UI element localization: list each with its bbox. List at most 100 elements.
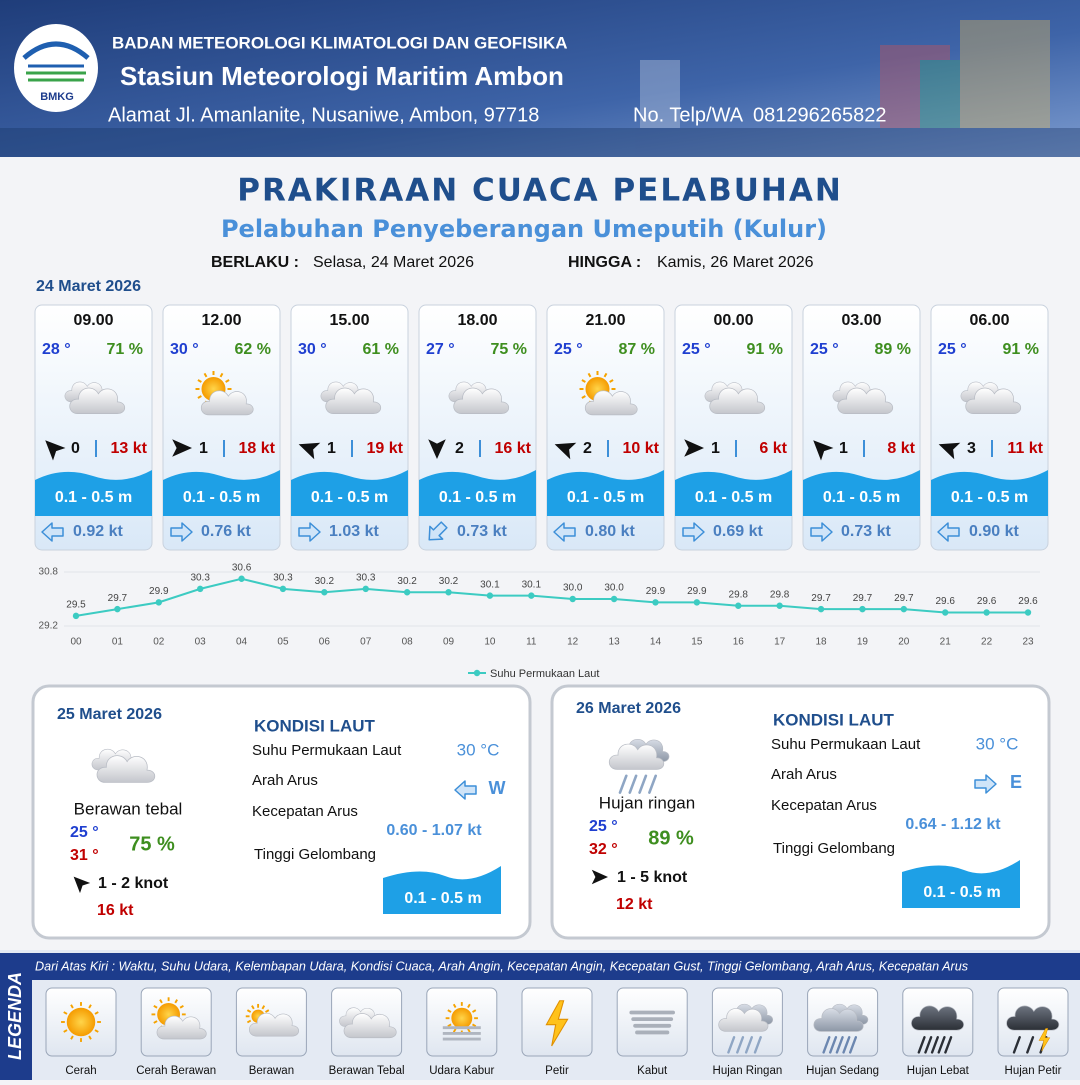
subtitle: Pelabuhan Penyeberangan Umeputih (Kulur) xyxy=(221,215,827,243)
wave-area xyxy=(383,866,501,914)
sun-ray xyxy=(94,1029,99,1033)
sst-point xyxy=(72,612,80,620)
wind-arrow xyxy=(813,440,834,461)
data-label: 29.5 xyxy=(66,600,86,611)
legend-icon xyxy=(151,997,207,1040)
legend-title: LEGENDA xyxy=(5,972,25,1060)
temp-min: 25 ° xyxy=(70,824,99,841)
legend-icon xyxy=(629,1010,676,1035)
x-tick-label: 03 xyxy=(195,637,207,648)
sun-ray xyxy=(197,379,202,383)
sst-point xyxy=(900,605,908,613)
wave-area xyxy=(419,470,536,516)
data-label: 30.0 xyxy=(563,583,583,594)
sun-ray xyxy=(447,1023,452,1028)
rain xyxy=(753,1036,762,1054)
x-tick-label: 05 xyxy=(277,637,289,648)
rain xyxy=(829,1036,838,1054)
time: 12.00 xyxy=(201,312,241,329)
wave-area xyxy=(803,470,920,516)
current-speed: 0.69 kt xyxy=(713,523,763,540)
current-speed: 0.76 kt xyxy=(201,523,251,540)
legend-box xyxy=(616,987,688,1057)
sun-ray xyxy=(472,1009,477,1013)
valid-from-label: BERLAKU : xyxy=(211,254,299,271)
humidity: 62 % xyxy=(235,341,271,358)
weather-icon xyxy=(608,738,670,794)
sst-point xyxy=(445,589,452,596)
header-band xyxy=(0,0,1080,157)
data-label: 30.3 xyxy=(273,573,293,584)
temp-max: 32 ° xyxy=(589,841,618,858)
weather-icon xyxy=(704,381,766,414)
legend-side xyxy=(0,953,32,1080)
rain xyxy=(944,1036,953,1054)
legend-item: Udara Kabur xyxy=(429,1065,494,1077)
x-tick-label: 21 xyxy=(940,637,952,648)
current-arrow xyxy=(810,522,833,542)
data-label: 29.7 xyxy=(108,593,128,604)
x-tick-label: 01 xyxy=(112,637,124,648)
x-tick-label: 10 xyxy=(484,637,496,648)
humidity: 91 % xyxy=(747,341,783,358)
rain xyxy=(937,1036,946,1054)
current-arrow xyxy=(454,780,477,800)
cloud xyxy=(325,387,382,414)
wave-height: 0.1 - 0.5 m xyxy=(404,890,481,907)
bolt xyxy=(545,1000,569,1047)
x-tick-label: 04 xyxy=(236,637,248,648)
today-date: 24 Maret 2026 xyxy=(36,278,141,295)
temperature: 28 ° xyxy=(42,341,71,358)
cloud xyxy=(343,1013,397,1039)
wind-speed: 2 xyxy=(455,440,464,457)
cloud xyxy=(709,387,766,414)
sst-point xyxy=(196,585,204,593)
rain xyxy=(628,774,638,794)
gust: 11 kt xyxy=(1007,440,1043,457)
gust: 19 kt xyxy=(367,440,404,457)
weather-icon xyxy=(64,381,126,414)
wave-area xyxy=(547,470,664,516)
wind-arrow xyxy=(73,876,91,894)
rain xyxy=(842,1036,851,1054)
address: Alamat Jl. Amanlanite, Nusaniwe, Ambon, … xyxy=(108,104,539,126)
data-label: 29.6 xyxy=(977,596,997,607)
x-tick-label: 11 xyxy=(526,637,537,648)
data-label: 30.1 xyxy=(480,579,500,590)
time: 18.00 xyxy=(457,312,497,329)
cloud xyxy=(1006,1005,1060,1031)
sun-ray xyxy=(452,1028,457,1033)
gust: 13 kt xyxy=(111,440,148,457)
title: PRAKIRAAN CUACA PELABUHAN xyxy=(237,173,843,209)
outlook-date: 25 Maret 2026 xyxy=(57,706,162,723)
outlook-date: 26 Maret 2026 xyxy=(576,700,681,717)
current-speed: 0.60 - 1.07 kt xyxy=(386,822,482,839)
sst-point xyxy=(942,609,949,616)
time: 03.00 xyxy=(841,312,881,329)
wave-label: Tinggi Gelombang xyxy=(254,846,376,863)
current-speed: 0.73 kt xyxy=(841,523,891,540)
time: 09.00 xyxy=(73,312,113,329)
legend-icon xyxy=(813,1003,869,1054)
wind-speed: 1 xyxy=(327,440,336,457)
humidity: 89 % xyxy=(875,341,911,358)
humidity: 71 % xyxy=(107,341,143,358)
wave-area xyxy=(291,470,408,516)
bolt xyxy=(1038,1028,1051,1052)
sst-point xyxy=(403,589,411,596)
sst-point xyxy=(610,595,618,603)
temperature: 25 ° xyxy=(938,341,967,358)
data-label: 29.9 xyxy=(149,586,169,597)
current-dir-label: Arah Arus xyxy=(252,772,318,789)
x-tick-label: 14 xyxy=(650,637,662,648)
current-speed: 0.90 kt xyxy=(969,523,1019,540)
x-tick-label: 20 xyxy=(898,637,910,648)
legend-icon xyxy=(245,1003,299,1037)
sst-point xyxy=(859,605,866,613)
humidity: 89 % xyxy=(648,827,694,849)
gust: 8 kt xyxy=(887,440,915,457)
logo-badge xyxy=(14,24,98,112)
current-speed: 0.92 kt xyxy=(73,523,123,540)
rain xyxy=(1012,1036,1021,1054)
